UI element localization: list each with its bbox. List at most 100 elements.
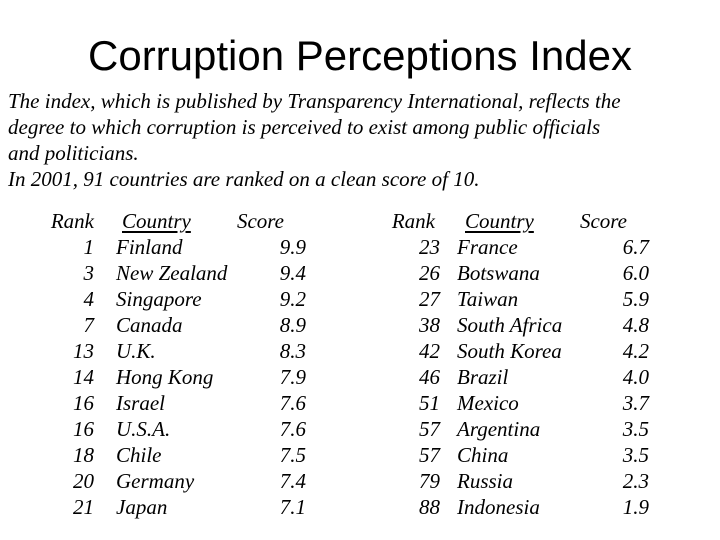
score-cell: 7.5 xyxy=(279,443,306,467)
rank-cell: 3 xyxy=(83,261,95,285)
score-cell: 3.5 xyxy=(622,417,649,441)
table-row: 1 Finland 9.9 xyxy=(0,234,330,260)
country-cell: U.K. xyxy=(116,339,156,363)
rank-cell: 20 xyxy=(73,469,94,493)
country-cell: Brazil xyxy=(457,365,509,389)
right-rows: 23 France 6.7 26 Botswana 6.0 27 Taiwan 5.9 38 Sou… xyxy=(370,234,710,520)
score-header: Score xyxy=(579,209,627,233)
table-row: 27 Taiwan 5.9 xyxy=(370,286,710,312)
score-cell: 7.4 xyxy=(279,469,306,493)
table-row: 57 Argentina 3.5 xyxy=(370,416,710,442)
score-cell: 9.9 xyxy=(279,235,306,259)
country-cell: Hong Kong xyxy=(116,365,214,389)
rank-cell: 88 xyxy=(419,495,440,519)
country-cell: Singapore xyxy=(116,287,202,311)
score-cell: 8.9 xyxy=(279,313,306,337)
table-row: 3 New Zealand 9.4 xyxy=(0,260,330,286)
table-row: 13 U.K. 8.3 xyxy=(0,338,330,364)
rank-cell: 7 xyxy=(83,313,95,337)
table-header-row: Rank Country Score xyxy=(370,208,710,234)
score-cell: 9.2 xyxy=(279,287,306,311)
country-cell: Mexico xyxy=(457,391,519,415)
country-cell: U.S.A. xyxy=(116,417,171,441)
intro-line: degree to which corruption is perceived … xyxy=(8,115,601,139)
country-cell: Chile xyxy=(116,443,162,467)
country-cell: Finland xyxy=(116,235,183,259)
score-cell: 1.9 xyxy=(622,495,649,519)
left-rows: 1 Finland 9.9 3 New Zealand 9.4 4 Singapore 9.2 7… xyxy=(0,234,330,520)
score-cell: 5.9 xyxy=(622,287,649,311)
country-header: Country xyxy=(465,209,534,233)
rank-cell: 21 xyxy=(73,495,94,519)
rank-cell: 57 xyxy=(419,443,440,467)
score-cell: 7.6 xyxy=(279,417,306,441)
rank-cell: 23 xyxy=(419,235,440,259)
intro-line: In 2001, 91 countries are ranked on a cl… xyxy=(8,167,480,191)
rank-cell: 18 xyxy=(73,443,94,467)
page-title: Corruption Perceptions Index xyxy=(88,32,632,79)
table-row: 20 Germany 7.4 xyxy=(0,468,330,494)
rank-cell: 42 xyxy=(419,339,440,363)
score-cell: 4.2 xyxy=(622,339,649,363)
table-row: 46 Brazil 4.0 xyxy=(370,364,710,390)
score-cell: 7.6 xyxy=(279,391,306,415)
rank-cell: 16 xyxy=(73,417,94,441)
score-cell: 3.7 xyxy=(622,391,649,415)
rank-cell: 1 xyxy=(83,235,95,259)
intro-line: and politicians. xyxy=(8,141,139,165)
score-cell: 2.3 xyxy=(622,469,649,493)
table-row: 26 Botswana 6.0 xyxy=(370,260,710,286)
country-cell: Japan xyxy=(116,495,168,519)
rank-header: Rank xyxy=(50,209,94,233)
intro-line: The index, which is published by Transpa… xyxy=(8,89,621,113)
country-cell: France xyxy=(457,235,518,259)
country-cell: Canada xyxy=(116,313,183,337)
rank-cell: 46 xyxy=(419,365,440,389)
score-cell: 6.0 xyxy=(622,261,649,285)
ranking-table-left: Rank Country Score 1 Finland 9.9 3 New Zeala… xyxy=(0,208,330,520)
country-cell: Russia xyxy=(457,469,514,493)
rank-cell: 51 xyxy=(419,391,440,415)
rank-cell: 79 xyxy=(419,469,440,493)
country-cell: Indonesia xyxy=(457,495,540,519)
table-row: 23 France 6.7 xyxy=(370,234,710,260)
country-cell: Taiwan xyxy=(457,287,519,311)
rank-header: Rank xyxy=(391,209,435,233)
rank-cell: 14 xyxy=(73,365,94,389)
country-cell: China xyxy=(457,443,509,467)
rank-cell: 57 xyxy=(419,417,440,441)
rank-cell: 26 xyxy=(419,261,440,285)
score-cell: 4.8 xyxy=(622,313,649,337)
score-cell: 3.5 xyxy=(622,443,649,467)
country-cell: Israel xyxy=(116,391,165,415)
score-cell: 4.0 xyxy=(622,365,649,389)
table-row: 57 China 3.5 xyxy=(370,442,710,468)
rank-cell: 38 xyxy=(419,313,440,337)
table-row: 4 Singapore 9.2 xyxy=(0,286,330,312)
score-cell: 7.1 xyxy=(279,495,306,519)
rank-cell: 16 xyxy=(73,391,94,415)
rank-cell: 4 xyxy=(83,287,95,311)
rank-cell: 13 xyxy=(73,339,94,363)
country-cell: South Africa xyxy=(457,313,563,337)
score-cell: 7.9 xyxy=(279,365,306,389)
table-row: 79 Russia 2.3 xyxy=(370,468,710,494)
intro-text: The index, which is published by Transpa… xyxy=(8,88,714,192)
table-row: 16 Israel 7.6 xyxy=(0,390,330,416)
table-row: 51 Mexico 3.7 xyxy=(370,390,710,416)
score-cell: 9.4 xyxy=(279,261,306,285)
table-row: 16 U.S.A. 7.6 xyxy=(0,416,330,442)
country-cell: Botswana xyxy=(457,261,540,285)
table-row: 88 Indonesia 1.9 xyxy=(370,494,710,520)
table-row: 7 Canada 8.9 xyxy=(0,312,330,338)
table-row: 38 South Africa 4.8 xyxy=(370,312,710,338)
country-cell: Germany xyxy=(116,469,195,493)
score-cell: 6.7 xyxy=(622,235,649,259)
country-cell: Argentina xyxy=(457,417,541,441)
table-row: 42 South Korea 4.2 xyxy=(370,338,710,364)
country-cell: New Zealand xyxy=(116,261,228,285)
ranking-table-right: Rank Country Score 23 France 6.7 26 Botswana… xyxy=(370,208,710,520)
country-header: Country xyxy=(122,209,191,233)
table-row: 21 Japan 7.1 xyxy=(0,494,330,520)
country-cell: South Korea xyxy=(457,339,562,363)
